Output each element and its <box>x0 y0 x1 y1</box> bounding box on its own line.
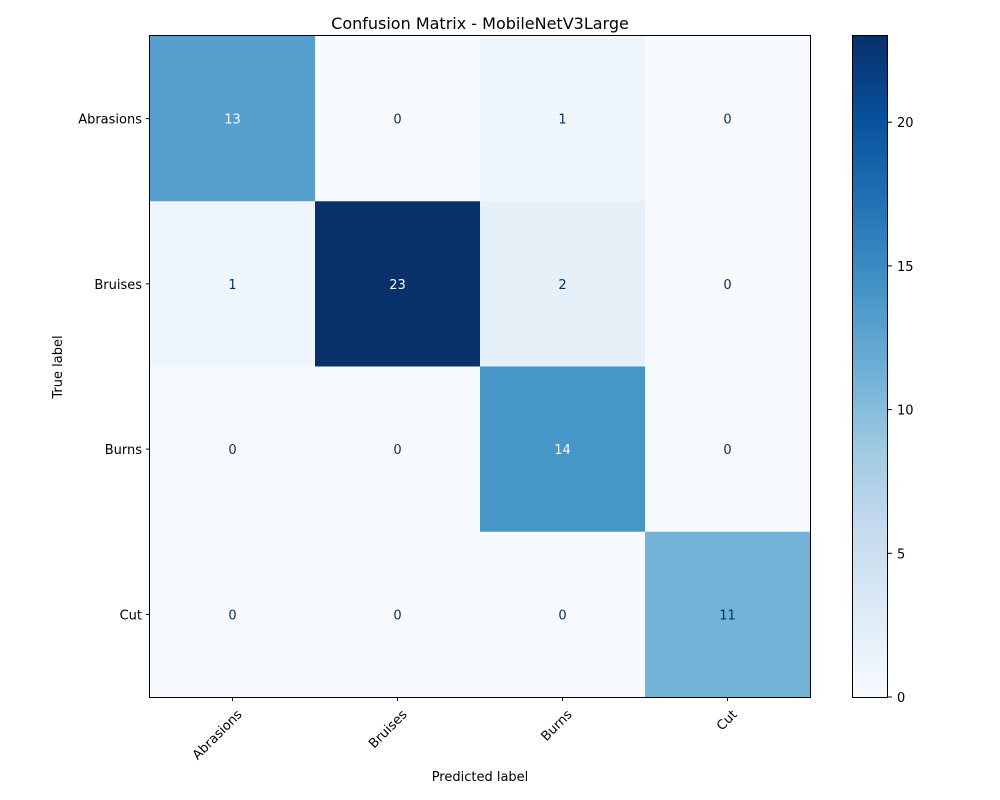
matrix-cell <box>645 201 811 368</box>
matrix-cell <box>480 36 646 202</box>
cell-value-label: 0 <box>393 113 401 128</box>
x-tick-label: Bruises <box>366 707 410 751</box>
cell-value-label: 0 <box>393 443 401 458</box>
cell-value-label: 1 <box>228 278 236 293</box>
chart-title: Confusion Matrix - MobileNetV3Large <box>331 14 629 33</box>
colorbar-tick-label: 20 <box>897 116 914 131</box>
matrix-cells <box>150 36 811 698</box>
x-axis-ticks: Abrasions Bruises Burns Cut <box>190 697 741 763</box>
cell-value-label: 0 <box>393 608 401 623</box>
matrix-cell <box>150 36 316 202</box>
y-axis-label: True label <box>51 335 66 399</box>
y-tick-label: Abrasions <box>78 113 142 128</box>
matrix-cell <box>150 201 316 368</box>
matrix-cell <box>480 201 646 368</box>
matrix-cell <box>315 366 481 533</box>
cell-value-label: 14 <box>554 443 571 458</box>
colorbar-tick-label: 5 <box>897 547 905 562</box>
matrix-cell <box>315 201 481 368</box>
colorbar-tick-label: 0 <box>897 691 905 706</box>
x-tick-label: Cut <box>714 707 740 733</box>
colorbar-ticks: 0 5 10 15 20 <box>888 116 914 706</box>
cell-value-label: 0 <box>558 608 566 623</box>
colorbar-tick-label: 15 <box>897 260 914 275</box>
cell-value-label: 11 <box>719 608 736 623</box>
x-axis-label: Predicted label <box>432 770 529 785</box>
plot-frame <box>149 35 811 698</box>
matrix-cell <box>480 531 646 698</box>
matrix-cell <box>480 366 646 533</box>
matrix-cell <box>645 36 811 202</box>
matrix-cell <box>150 366 316 533</box>
cell-value-label: 0 <box>723 278 731 293</box>
cell-value-label: 2 <box>558 278 566 293</box>
matrix-cell <box>645 366 811 533</box>
y-tick-label: Burns <box>105 443 143 458</box>
cell-value-label: 13 <box>224 113 241 128</box>
cell-value-label: 0 <box>723 113 731 128</box>
matrix-cell <box>315 36 481 202</box>
y-tick-label: Bruises <box>94 278 142 293</box>
cell-value-label: 0 <box>228 608 236 623</box>
cell-value-label: 23 <box>389 278 406 293</box>
colorbar <box>852 35 888 698</box>
cell-value-label: 0 <box>228 443 236 458</box>
matrix-cell <box>315 531 481 698</box>
matrix-cell <box>645 531 811 698</box>
colorbar-tick-label: 10 <box>897 404 914 419</box>
x-tick-label: Abrasions <box>190 707 246 763</box>
x-tick-label: Burns <box>539 707 576 744</box>
cell-value-label: 0 <box>723 443 731 458</box>
cell-value-label: 1 <box>558 113 566 128</box>
y-tick-label: Cut <box>120 608 142 623</box>
matrix-cell <box>150 531 316 698</box>
y-axis-ticks: Abrasions Bruises Burns Cut <box>78 113 150 623</box>
cell-labels: 13 0 1 0 1 23 2 0 0 0 14 0 0 0 0 11 <box>224 113 736 624</box>
